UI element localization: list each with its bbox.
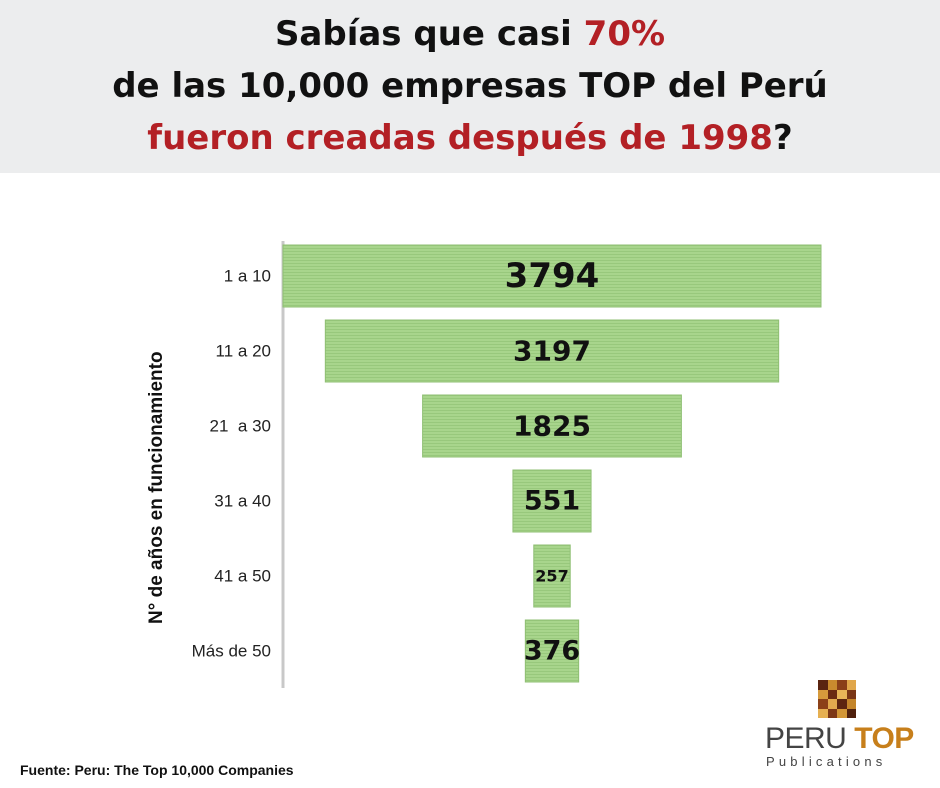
category-label: 11 a 20 — [216, 342, 271, 361]
funnel-bar — [422, 394, 682, 458]
headline-line-3: fueron creadas después de 1998? — [0, 118, 940, 158]
source-caption: Fuente: Peru: The Top 10,000 Companies — [20, 762, 294, 778]
funnel-bar — [282, 244, 822, 308]
logo-wordmark: PERU TOP — [765, 722, 925, 756]
headline-highlight-text: fueron creadas después de 1998 — [147, 118, 773, 158]
publisher-logo: PERU TOP Publications — [765, 678, 925, 773]
logo-word-peru: PERU — [765, 722, 855, 755]
bar-value-label: 1825 — [513, 410, 591, 443]
funnel-chart: N° de años en funcionamiento 3794 3197 182… — [146, 241, 822, 688]
y-axis-label: N° de años en funcionamiento — [146, 351, 167, 624]
bar-value-label: 551 — [524, 486, 580, 517]
headline-line-1: Sabías que casi 70% — [0, 14, 940, 54]
category-labels-group: 1 a 10 11 a 20 21 a 30 31 a 40 41 a 50 Más de… — [192, 267, 271, 661]
headline-highlight-percent: 70% — [583, 14, 666, 54]
category-label: 1 a 10 — [224, 267, 271, 286]
bar-value-label: 3794 — [505, 256, 600, 296]
logo-subtitle: Publications — [766, 754, 887, 769]
bar-value-label: 3197 — [513, 335, 591, 368]
logo-mosaic-icon — [818, 680, 856, 718]
headline-question-mark: ? — [772, 118, 793, 158]
category-label: 31 a 40 — [214, 492, 271, 511]
headline-line-2: de las 10,000 empresas TOP del Perú — [112, 66, 828, 106]
category-label: 21 a 30 — [210, 417, 271, 436]
category-label: Más de 50 — [192, 642, 271, 661]
headline-text: Sabías que casi — [274, 14, 584, 54]
funnel-bar — [524, 619, 580, 683]
bar-value-label: 257 — [535, 567, 568, 586]
bars-group: 3794 3197 1825 551 257 376 — [282, 244, 822, 683]
header-banner: Sabías que casi 70% de las 10,000 empres… — [0, 0, 940, 173]
funnel-bar — [324, 319, 780, 383]
bar-value-label: 376 — [524, 636, 580, 667]
category-label: 41 a 50 — [214, 567, 271, 586]
funnel-bar — [533, 544, 571, 608]
funnel-bar — [512, 469, 592, 533]
logo-word-top: TOP — [854, 722, 914, 755]
